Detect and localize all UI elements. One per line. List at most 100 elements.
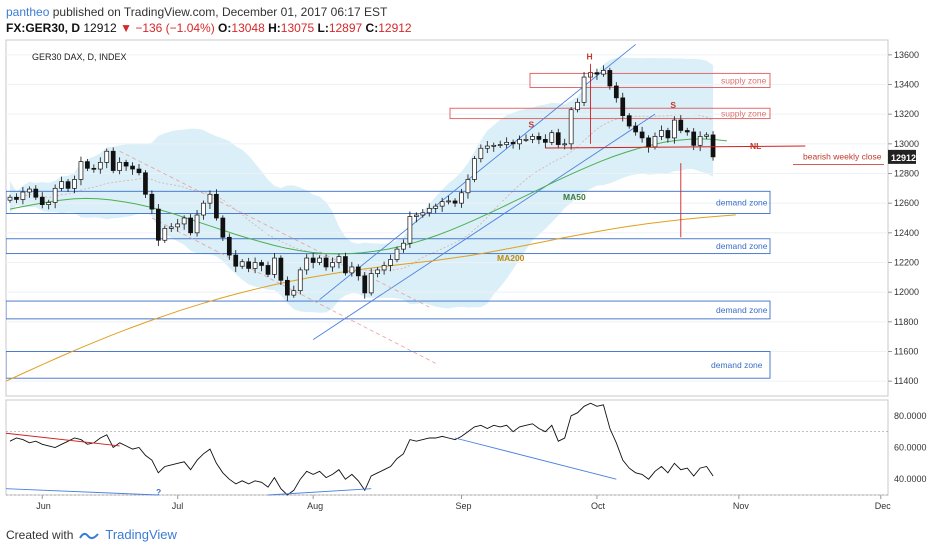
candle [446, 195, 451, 205]
annotation-note-label: ? [156, 487, 161, 497]
candle [46, 199, 52, 210]
candle-body [555, 132, 561, 145]
x-tick-label: Jul [172, 501, 184, 511]
candle-body [156, 208, 161, 241]
candle [52, 184, 58, 209]
candle [401, 239, 406, 253]
candle [104, 148, 110, 169]
candle-body [278, 257, 284, 281]
candle [149, 190, 155, 214]
candle-body [14, 196, 19, 200]
candle-body [130, 165, 135, 170]
open-label: O: [218, 21, 232, 35]
candle-body [149, 193, 155, 210]
symbol-label: FX:GER30, D [6, 21, 81, 35]
y-tick-label: 11400 [894, 376, 918, 386]
candle [671, 116, 677, 144]
candle [620, 92, 626, 122]
y-tick-label: 13400 [894, 80, 919, 90]
candle [394, 246, 400, 263]
candle [323, 254, 329, 271]
last-price-label: 12912 [891, 153, 916, 163]
candle-body [678, 119, 684, 131]
candle-body [259, 262, 264, 266]
candle [246, 257, 251, 273]
y-tick-label: 12600 [894, 198, 919, 208]
candle-body [472, 158, 477, 180]
candle-body [265, 265, 271, 275]
candle-body [175, 223, 181, 228]
last-price-tag [888, 149, 916, 164]
candle [20, 186, 26, 205]
candle-body [233, 254, 239, 267]
candle [297, 267, 303, 295]
candle [613, 82, 619, 103]
annotation-zone-label: demand zone [711, 360, 763, 370]
candle [536, 132, 542, 145]
candle-body [523, 139, 529, 141]
candle [523, 134, 529, 143]
annotation-zone-label: supply zone [721, 108, 767, 118]
annotation-neckline-label: NL [750, 141, 761, 151]
candle-body [465, 179, 471, 194]
candle-body [20, 191, 26, 200]
candle-body [652, 136, 658, 148]
candle-body [446, 200, 451, 203]
candle-body [291, 290, 297, 296]
annotation-zone-label: demand zone [716, 241, 768, 251]
candle-body [246, 261, 251, 269]
candle-body [497, 144, 503, 146]
candle [27, 186, 32, 198]
candle [168, 223, 174, 233]
x-tick-label: Dec [875, 501, 892, 511]
candle-body [207, 193, 213, 204]
candle [439, 197, 445, 212]
x-tick-label: Sep [456, 501, 472, 511]
candle [194, 209, 200, 237]
candle-body [613, 85, 619, 99]
candle-body [394, 248, 400, 260]
candle-body [478, 147, 484, 160]
x-tick-label: Oct [591, 501, 606, 511]
candle [33, 185, 39, 200]
candle-body [439, 201, 445, 207]
candle [452, 198, 458, 207]
candle [239, 259, 245, 269]
author-link[interactable]: pantheo [6, 5, 50, 19]
candle [349, 261, 355, 277]
candle-body [59, 181, 64, 189]
candle [704, 132, 709, 140]
candle [143, 170, 148, 198]
tradingview-link[interactable]: TradingView [105, 527, 177, 542]
candle [665, 127, 671, 143]
candle-body [452, 200, 458, 204]
rsi-line [9, 402, 714, 496]
candle [368, 268, 374, 296]
candle [252, 257, 258, 274]
candle-body [684, 130, 690, 133]
candle [272, 253, 277, 279]
price-change: −136 (−1.04%) [135, 21, 215, 35]
candle-body [104, 150, 110, 163]
candle [710, 131, 716, 161]
candle-body [414, 214, 419, 217]
candle [136, 164, 142, 176]
candle-body [85, 161, 90, 169]
annotation-zone-label: supply zone [721, 75, 767, 85]
publish-line: pantheo published on TradingView.com, De… [6, 5, 387, 19]
candle [484, 141, 490, 154]
candle-body [317, 257, 322, 263]
candle [97, 157, 103, 174]
candle-body [401, 242, 406, 250]
candle [355, 264, 361, 281]
candle-body [136, 168, 142, 174]
candle-body [381, 265, 387, 271]
candle [130, 162, 135, 175]
annotation-zone-label: demand zone [716, 305, 768, 315]
rsi-tick-label: 80.0000 [894, 411, 927, 421]
candle [317, 255, 322, 266]
candle [330, 257, 335, 272]
candle [633, 122, 639, 136]
candle [697, 131, 703, 152]
